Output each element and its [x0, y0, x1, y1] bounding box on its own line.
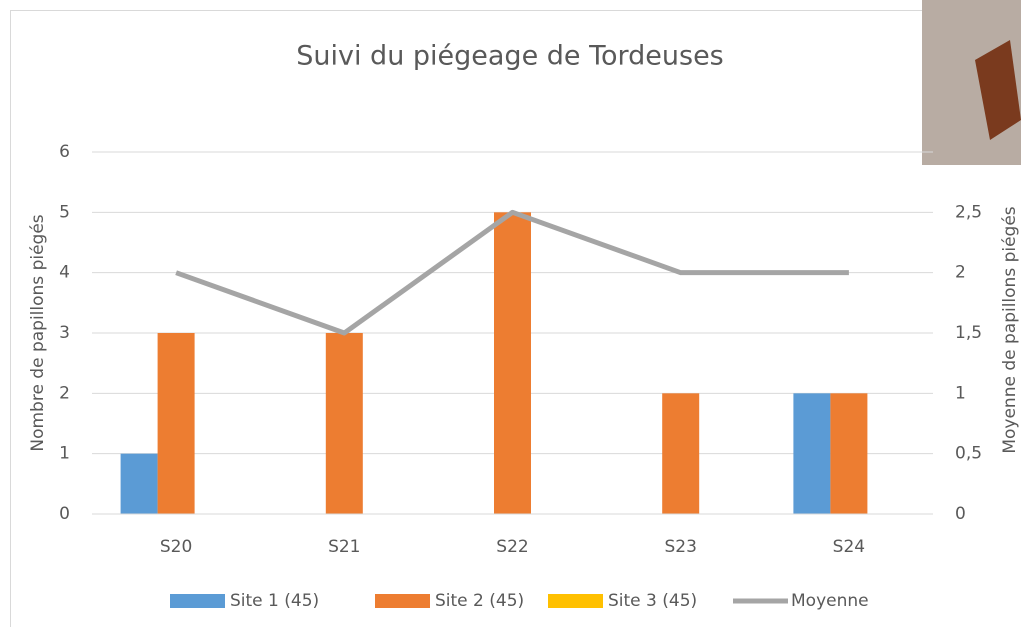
bar [830, 393, 867, 514]
y-tick-label: 5 [59, 202, 70, 222]
x-tick-label: S24 [833, 537, 865, 557]
x-tick-label: S21 [328, 537, 360, 557]
y2-axis-title: Moyenne de papillons piégés [1000, 206, 1020, 453]
bar [121, 454, 158, 514]
legend-label: Moyenne [791, 591, 869, 611]
bar [793, 393, 830, 514]
y2-tick-label: 2 [955, 263, 966, 283]
x-tick-label: S22 [496, 537, 528, 557]
y2-tick-label: 1 [955, 383, 966, 403]
y-axis-title: Nombre de papillons piégés [28, 214, 48, 451]
y2-tick-label: 0,5 [955, 444, 982, 464]
bar [326, 333, 363, 514]
x-tick-label: S23 [664, 537, 696, 557]
y2-tick-label: 1,5 [955, 323, 982, 343]
x-tick-label: S20 [160, 537, 192, 557]
bar [662, 393, 699, 514]
chart-title: Suivi du piégeage de Tordeuses [296, 41, 724, 72]
y-tick-label: 4 [59, 263, 70, 283]
legend-swatch [170, 594, 225, 608]
y-tick-label: 3 [59, 323, 70, 343]
y-tick-label: 6 [59, 142, 70, 162]
chart: Suivi du piégeage de Tordeuses Nombre de… [0, 0, 1021, 627]
bar [158, 333, 195, 514]
legend-swatch [375, 594, 430, 608]
legend-label: Site 1 (45) [230, 591, 319, 611]
legend-label: Site 2 (45) [435, 591, 524, 611]
y2-tick-label: 0 [955, 504, 966, 524]
y2-tick-label: 2,5 [955, 202, 982, 222]
legend-swatch [548, 594, 603, 608]
y-tick-label: 1 [59, 444, 70, 464]
y-tick-label: 0 [59, 504, 70, 524]
legend-label: Site 3 (45) [608, 591, 697, 611]
y-tick-label: 2 [59, 383, 70, 403]
bar [494, 212, 531, 514]
